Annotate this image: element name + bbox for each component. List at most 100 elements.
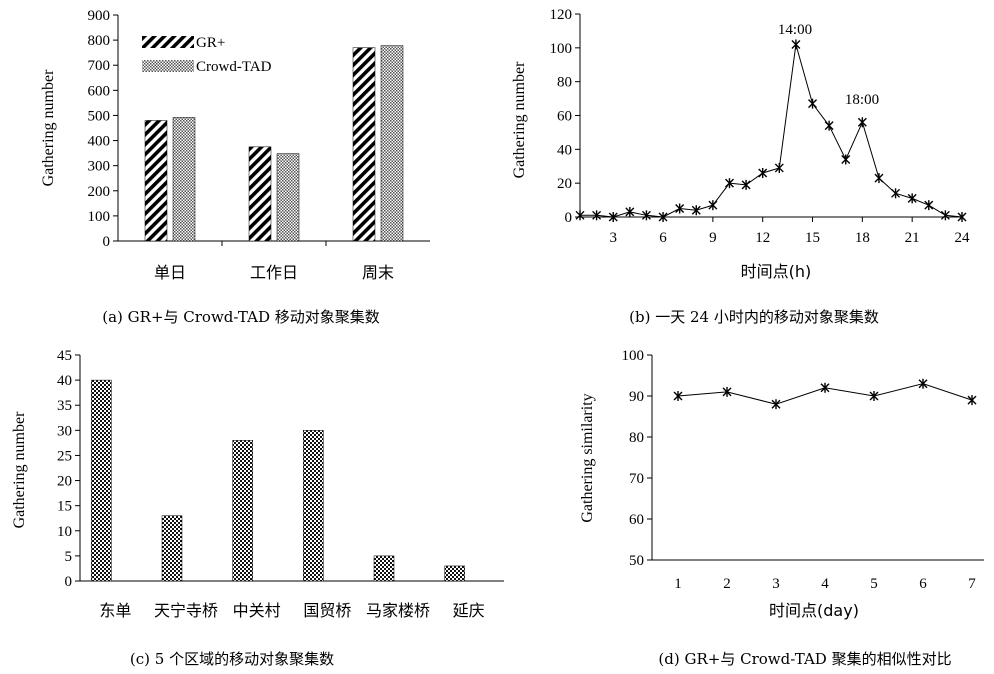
chart-c-y-tick-label: 25 [57,448,72,464]
chart-b-point [940,210,950,221]
chart-d-y-tick-label: 50 [629,553,644,569]
chart-a-y-tick-label: 0 [103,234,111,250]
legend-label-crowd-tad: Crowd-TAD [196,59,272,75]
chart-c-bar [91,379,112,582]
chart-d-y-tick-label: 90 [629,389,644,405]
chart-b-point [857,117,867,128]
chart-b-x-tick-label: 9 [709,230,717,246]
chart-b-series-line [580,44,963,218]
chart-b-point [841,154,851,165]
chart-a-y-tick-label: 100 [88,209,111,225]
chart-d-point [869,391,879,401]
chart-c-y-tick-label: 20 [57,474,72,490]
chart-b-point [575,210,585,221]
legend-swatch-crowd-tad [142,60,194,72]
chart-c-x-tick-label: 天宁寺桥 [154,601,218,620]
chart-d: 50 60 70 80 90 100 1 2 3 4 5 6 7 Gathering similarit… [579,348,984,668]
chart-b-point [957,212,967,222]
chart-b-point [758,168,768,179]
chart-b-point [874,173,884,184]
chart-a-y-tick-label: 900 [88,8,111,24]
chart-d-x-tick-label: 4 [821,576,829,592]
chart-a-y-tick-label: 600 [88,83,111,99]
chart-c-x-tick-label: 马家楼桥 [366,601,430,620]
chart-b-x-tick-label: 24 [955,230,971,246]
chart-d-point [918,378,928,389]
chart-c-bar [303,430,324,582]
legend-swatch-gr-plus [142,36,194,48]
chart-d-y-tick-label: 80 [629,430,644,446]
chart-a-bar [276,153,300,242]
chart-d-point [673,391,683,401]
chart-b-point [691,205,701,216]
chart-b-point [791,39,801,50]
chart-a-y-tick-label: 300 [88,159,111,175]
chart-b-x-tick-label: 12 [755,230,770,246]
chart-b-point [808,98,818,109]
chart-c-bar [161,515,183,582]
chart-b-y-tick-label: 120 [550,7,573,23]
chart-a-y-tick-label: 700 [88,58,111,74]
chart-b-point [641,210,651,221]
chart-b-y-tick-label: 0 [565,210,573,226]
chart-d-point [967,395,977,406]
chart-b-point [592,210,602,221]
chart-a-y-tick-label: 500 [88,108,111,124]
chart-c-bar [232,440,253,582]
chart-b-point [774,162,784,173]
chart-b-point [924,200,934,211]
chart-b-point [724,178,734,189]
chart-c-bar [444,565,465,582]
chart-a-bar [248,146,272,242]
chart-c-y-tick-label: 0 [65,574,73,590]
chart-c-x-tick-label: 东单 [99,601,131,620]
chart-a-y-tick-label: 400 [88,134,111,150]
chart-b-point [824,120,834,131]
chart-a-legend: GR+ Crowd-TAD [142,35,272,75]
chart-b-y-tick-label: 20 [557,176,572,192]
chart-d-x-tick-label: 1 [674,576,682,592]
chart-b-caption: (b) 一天 24 小时内的移动对象聚集数 [629,308,879,326]
chart-c-x-tick-label: 延庆 [453,601,485,620]
chart-c-bar [373,555,395,582]
chart-b-point [891,188,901,199]
chart-b-ylabel: Gathering number [511,61,528,179]
chart-a: 0 100 200 300 400 500 600 700 800 900 单日 工作日 周末 GR+ … [40,8,430,326]
chart-c-ylabel: Gathering number [11,411,28,529]
chart-d-y-tick-label: 70 [629,471,644,487]
chart-b-y-tick-label: 60 [557,109,572,125]
chart-b-x-tick-label: 6 [659,230,667,246]
chart-d-caption: (d) GR+与 Crowd-TAD 聚集的相似性对比 [658,650,951,668]
chart-d-point [722,386,732,397]
chart-d-x-tick-label: 5 [870,576,878,592]
chart-a-bar [352,47,376,242]
chart-b-point [708,200,718,211]
chart-b-annotation-14: 14:00 [778,22,812,38]
chart-b-y-tick-label: 80 [557,75,572,91]
chart-a-bar [380,45,404,242]
chart-c-y-tick-label: 30 [57,423,72,439]
chart-b-annotation-18: 18:00 [845,92,879,108]
chart-d-y-tick-label: 100 [622,348,645,364]
chart-c-y-tick-label: 45 [57,348,72,364]
chart-d-x-tick-label: 7 [968,576,976,592]
chart-b-y-tick-label: 40 [557,142,572,158]
chart-b-point [907,193,917,204]
chart-c-y-tick-label: 15 [57,499,72,515]
chart-a-x-tick-label: 单日 [154,263,186,282]
chart-c-y-tick-label: 35 [57,398,72,414]
chart-d-x-tick-label: 2 [723,576,731,592]
chart-c-y-tick-label: 5 [65,549,73,565]
chart-b-point [741,179,751,190]
chart-b-x-tick-label: 3 [609,230,617,246]
chart-c-caption: (c) 5 个区域的移动对象聚集数 [130,650,334,668]
chart-a-caption: (a) GR+与 Crowd-TAD 移动对象聚集数 [102,308,380,326]
chart-b-point [625,206,635,217]
chart-c-y-tick-label: 40 [57,373,72,389]
chart-b-point [608,212,618,222]
chart-c-y-tick-label: 10 [57,524,72,540]
chart-a-ylabel: Gathering number [40,69,57,187]
chart-d-ylabel: Gathering similarity [579,393,596,522]
chart-b-point [675,203,685,214]
